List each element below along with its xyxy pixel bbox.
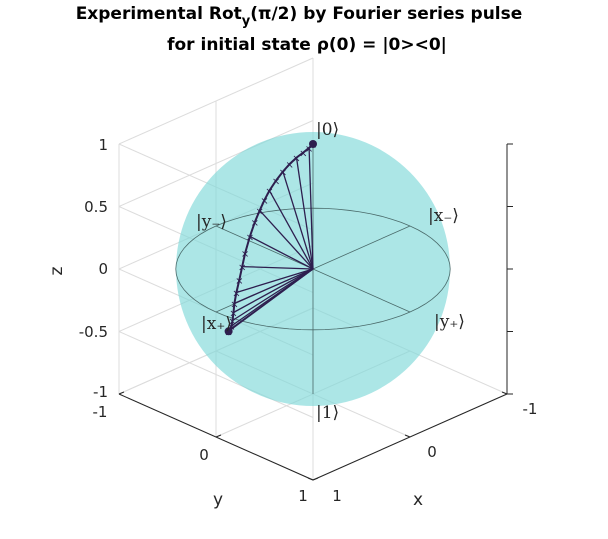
z-tick-label: -1 (93, 383, 108, 401)
z-axis-ticks: 1 0.5 0 -0.5 -1 (79, 136, 108, 401)
trajectory-point: × (246, 232, 254, 243)
trajectory-start-point (309, 140, 317, 148)
state-label-one: |1⟩ (316, 403, 339, 423)
x-axis-ticks: 1 0 -1 (332, 400, 537, 505)
state-label-zero: |0⟩ (316, 120, 339, 140)
trajectory-point: × (279, 168, 287, 179)
x-tick-mark (215, 434, 222, 438)
trajectory-point: × (229, 309, 237, 320)
trajectory-spoke (308, 147, 314, 270)
trajectory-spoke (249, 235, 314, 270)
z-tick-label: 0.5 (84, 198, 108, 216)
state-label-y-minus: |y₋⟩ (196, 212, 227, 232)
trajectory-end-point (224, 327, 233, 336)
trajectory-line (227, 143, 314, 332)
y-tick-label: 1 (298, 487, 308, 505)
trajectory-spoke (233, 268, 314, 314)
trajectory-spoke (234, 268, 314, 304)
trajectory-point: × (299, 149, 307, 160)
z-tick-label: 1 (98, 136, 108, 154)
y-tick-label: 0 (199, 446, 209, 464)
chart-title-line-1: Experimental Roty(π/2) by Fourier series… (76, 4, 523, 29)
z-tick-label: -0.5 (79, 323, 108, 341)
trajectory-point: × (265, 187, 273, 198)
z-axis-label: z (47, 266, 67, 275)
trajectory-point: × (286, 160, 294, 171)
chart-title-line-2: for initial state ρ(0) = |0><0| (167, 35, 447, 55)
trajectory-spoke (282, 171, 314, 270)
y-tick-mark (307, 477, 314, 481)
y-axis-label: y (213, 490, 223, 510)
x-tick-label: 1 (332, 487, 342, 505)
state-label-y-plus: |y₊⟩ (434, 312, 465, 332)
trajectory-series: ×××××××××××××××××××××× (224, 140, 317, 338)
trajectory-point: × (228, 317, 236, 328)
y-tick-label: -1 (93, 403, 108, 421)
state-label-x-minus: |x₋⟩ (428, 206, 459, 226)
trajectory-point: × (292, 154, 300, 165)
y-tick-mark (501, 391, 508, 395)
trajectory-spoke (259, 209, 314, 270)
x-tick-mark (118, 391, 125, 395)
trajectory-point: × (241, 249, 249, 260)
axes-frame (118, 143, 513, 481)
trajectory-spoke (268, 190, 314, 270)
x-tick-label: -1 (523, 400, 538, 418)
trajectory-point: × (256, 206, 264, 217)
x-tick-label: 0 (427, 443, 437, 461)
trajectory-point: × (230, 299, 238, 310)
y-tick-mark (404, 434, 411, 438)
trajectory-spoke (242, 265, 314, 270)
trajectory-spoke (228, 268, 314, 332)
trajectory-point: × (235, 276, 243, 287)
trajectory-point: × (238, 263, 246, 274)
x-axis-label: x (413, 490, 423, 510)
trajectory-point: × (260, 196, 268, 207)
trajectory-point: × (251, 218, 259, 229)
x-tick-mark (312, 477, 319, 481)
state-label-x-plus: |x₊⟩ (201, 314, 232, 334)
trajectory-spoke (236, 268, 314, 294)
trajectory-spoke (295, 157, 314, 270)
trajectory-point: × (232, 289, 240, 300)
z-tick-label: 0 (98, 260, 108, 278)
y-axis-ticks: -1 0 1 (93, 403, 308, 505)
trajectory-point: × (227, 322, 235, 333)
trajectory-point: × (272, 177, 280, 188)
trajectory-point: × (305, 144, 313, 155)
